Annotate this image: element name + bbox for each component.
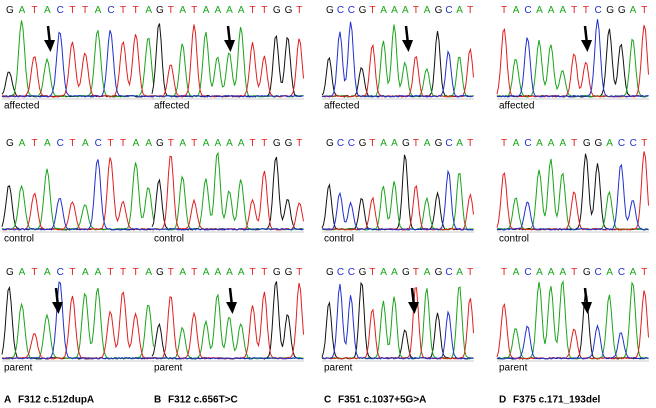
panel-letter: D bbox=[499, 395, 506, 406]
trace bbox=[1, 291, 154, 360]
row-label: control bbox=[499, 234, 529, 245]
arrow-head bbox=[44, 40, 55, 52]
trace bbox=[1, 162, 154, 231]
trace bbox=[321, 24, 474, 98]
trace bbox=[321, 21, 474, 98]
panel-letter: C bbox=[324, 395, 331, 406]
trace bbox=[497, 19, 649, 98]
row-label: affected bbox=[499, 101, 534, 112]
trace bbox=[321, 281, 474, 360]
row-label: parent bbox=[499, 363, 528, 374]
arrow-head bbox=[402, 40, 413, 52]
trace bbox=[151, 227, 304, 231]
trace bbox=[496, 151, 649, 231]
row-label: control bbox=[4, 234, 34, 245]
trace bbox=[1, 157, 154, 231]
panel-caption: F312 c.512dupA bbox=[18, 395, 94, 406]
row-label: parent bbox=[324, 363, 353, 374]
trace bbox=[321, 169, 474, 231]
arrow-head bbox=[52, 302, 63, 314]
panel-letter: A bbox=[4, 395, 11, 406]
trace bbox=[1, 281, 154, 360]
trace bbox=[151, 94, 304, 98]
trace bbox=[1, 30, 154, 98]
arrow-head bbox=[226, 302, 237, 314]
row-label: affected bbox=[4, 101, 39, 112]
arrow-head bbox=[224, 40, 235, 52]
trace bbox=[496, 290, 649, 360]
trace bbox=[321, 286, 474, 360]
panel-caption: F351 c.1037+5G>A bbox=[338, 395, 426, 406]
trace bbox=[321, 283, 474, 360]
arrow-head bbox=[581, 40, 592, 52]
row-label: parent bbox=[4, 363, 33, 374]
trace bbox=[496, 323, 649, 360]
trace bbox=[496, 158, 649, 231]
trace bbox=[496, 279, 649, 360]
row-label: affected bbox=[154, 101, 189, 112]
row-label: control bbox=[154, 234, 184, 245]
trace bbox=[496, 38, 649, 98]
trace bbox=[1, 20, 154, 98]
trace bbox=[496, 163, 649, 231]
arrow-head bbox=[408, 302, 419, 314]
panel-caption: F312 c.656T>C bbox=[168, 395, 238, 406]
trace bbox=[151, 356, 304, 360]
row-label: parent bbox=[154, 363, 183, 374]
panel-letter: B bbox=[154, 395, 161, 406]
panel-caption: F375 c.171_193del bbox=[513, 395, 601, 406]
trace bbox=[151, 151, 304, 231]
trace bbox=[1, 34, 154, 98]
trace bbox=[321, 43, 474, 98]
trace bbox=[1, 159, 154, 231]
arrow-head bbox=[581, 302, 592, 314]
trace bbox=[321, 185, 474, 231]
row-label: affected bbox=[324, 101, 359, 112]
trace bbox=[321, 287, 474, 360]
row-label: control bbox=[324, 234, 354, 245]
